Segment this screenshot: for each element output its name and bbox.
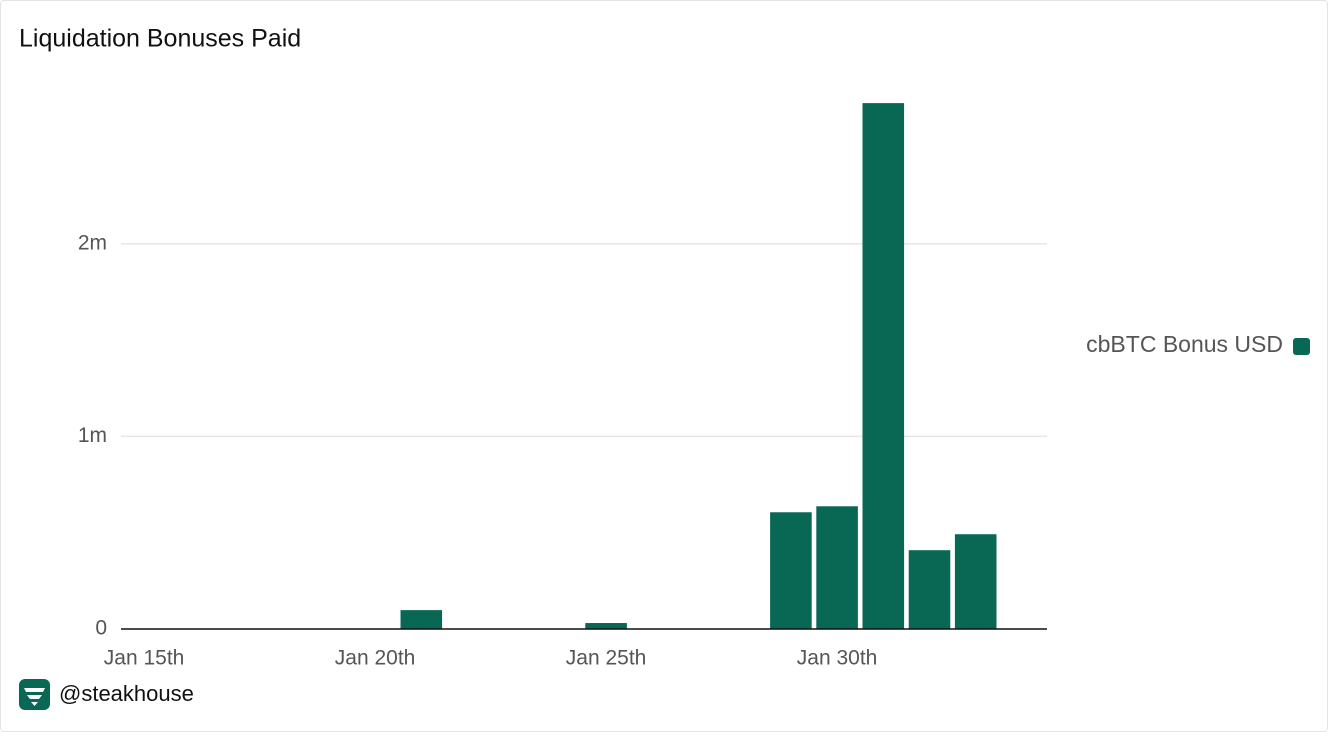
bar <box>908 550 951 629</box>
chart-title: Liquidation Bonuses Paid <box>19 25 301 53</box>
footer-handle: @steakhouse <box>59 681 194 706</box>
brand-logo <box>19 679 50 710</box>
bar <box>770 512 812 629</box>
bar <box>816 506 858 629</box>
bar <box>585 623 627 629</box>
x-tick-label: Jan 30th <box>797 647 878 670</box>
y-tick-label: 2m <box>78 231 107 254</box>
bar <box>954 534 997 629</box>
y-tick-label: 0 <box>95 617 107 640</box>
legend-swatch <box>1293 338 1310 355</box>
bar <box>862 103 905 630</box>
x-tick-label: Jan 20th <box>335 647 416 670</box>
bar <box>400 610 443 629</box>
x-tick-label: Jan 15th <box>104 647 185 670</box>
y-tick-label: 1m <box>78 424 107 447</box>
x-tick-label: Jan 25th <box>566 647 647 670</box>
legend-label: cbBTC Bonus USD <box>1086 331 1283 357</box>
